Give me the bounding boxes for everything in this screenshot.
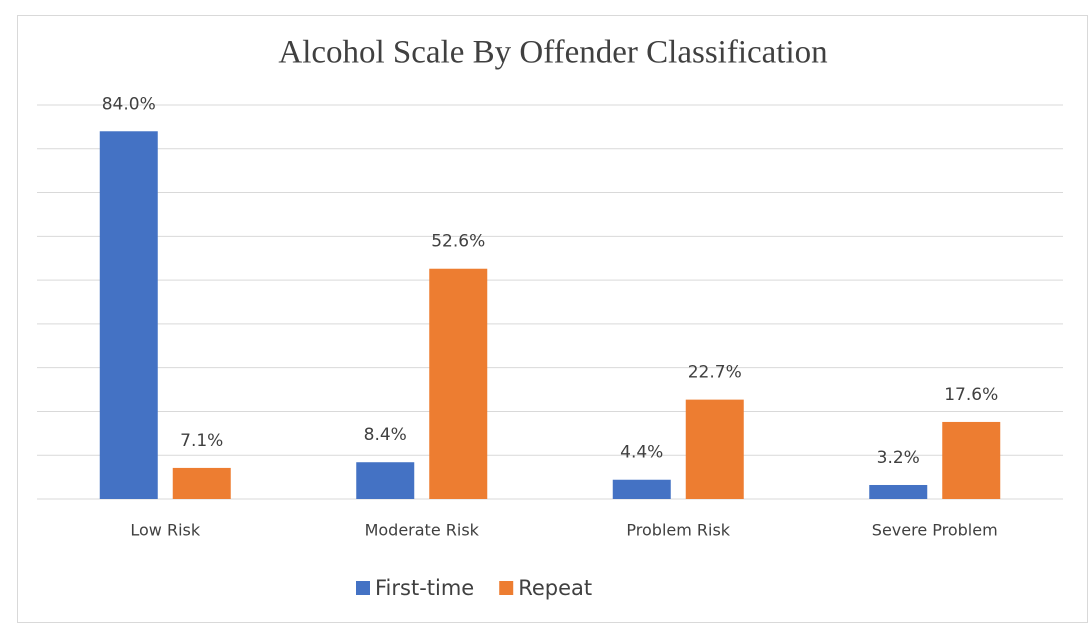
data-label: 4.4% bbox=[620, 443, 663, 463]
bar bbox=[172, 467, 231, 499]
legend-swatch bbox=[356, 581, 370, 595]
legend-swatch bbox=[499, 581, 514, 595]
data-label: 17.6% bbox=[944, 385, 998, 405]
legend-label: Repeat bbox=[518, 576, 592, 600]
data-label: 84.0% bbox=[102, 94, 156, 114]
bar bbox=[685, 399, 744, 499]
data-label: 3.2% bbox=[877, 448, 920, 468]
x-tick-label: Problem Risk bbox=[626, 521, 730, 540]
bar bbox=[99, 131, 158, 499]
legend-label: First-time bbox=[375, 576, 474, 600]
bar bbox=[356, 462, 415, 499]
bar bbox=[612, 479, 671, 499]
data-label: 8.4% bbox=[364, 425, 407, 445]
data-label: 52.6% bbox=[431, 232, 485, 252]
x-tick-label: Severe Problem bbox=[872, 521, 998, 540]
data-label: 7.1% bbox=[180, 431, 223, 451]
bar bbox=[869, 484, 928, 499]
chart-title: Alcohol Scale By Offender Classification bbox=[278, 35, 827, 71]
bar bbox=[942, 421, 1001, 499]
bar bbox=[429, 268, 488, 499]
x-tick-label: Low Risk bbox=[130, 521, 200, 540]
x-tick-label: Moderate Risk bbox=[365, 521, 480, 540]
chart-frame bbox=[17, 15, 1088, 623]
data-label: 22.7% bbox=[688, 363, 742, 383]
